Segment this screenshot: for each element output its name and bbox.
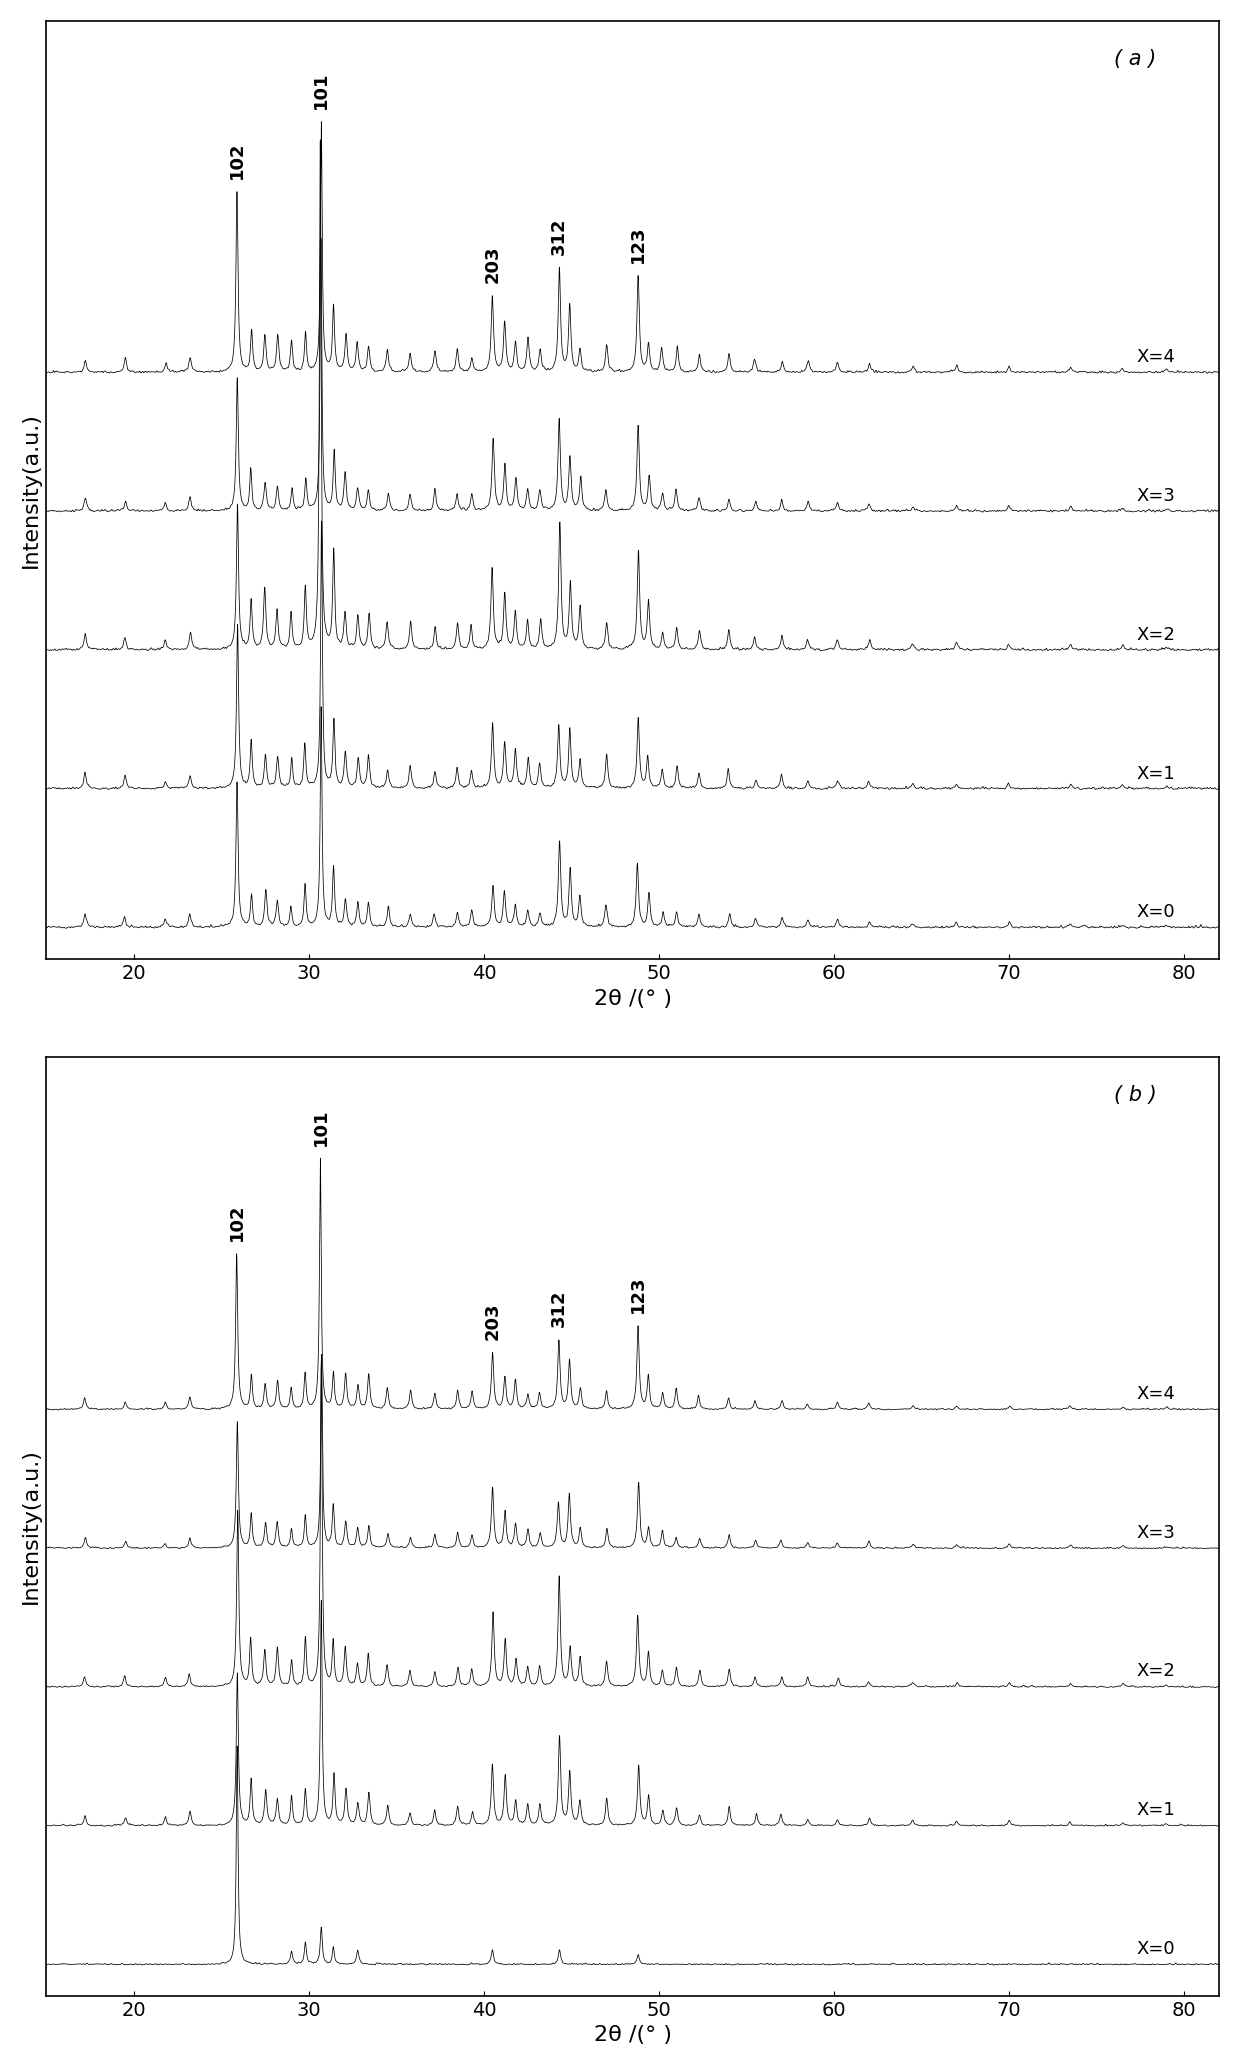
- Text: X=4: X=4: [1137, 1384, 1176, 1403]
- Text: 123: 123: [629, 1275, 647, 1314]
- Text: X=1: X=1: [1137, 1802, 1176, 1820]
- Text: X=0: X=0: [1137, 1940, 1176, 1959]
- Text: 101: 101: [312, 1107, 330, 1147]
- Text: ( b ): ( b ): [1114, 1085, 1157, 1105]
- Text: 312: 312: [551, 1289, 568, 1326]
- Text: 102: 102: [228, 143, 247, 180]
- Text: 101: 101: [312, 72, 330, 109]
- X-axis label: 2θ /(° ): 2θ /(° ): [594, 2025, 672, 2045]
- Text: 203: 203: [484, 1302, 502, 1341]
- Text: 203: 203: [484, 246, 502, 283]
- Text: X=3: X=3: [1137, 1523, 1176, 1541]
- Text: 102: 102: [228, 1204, 247, 1242]
- Text: X=2: X=2: [1137, 626, 1176, 645]
- Text: 312: 312: [551, 219, 568, 258]
- Y-axis label: Intensity(a.u.): Intensity(a.u.): [21, 411, 41, 568]
- Text: 123: 123: [629, 225, 647, 262]
- Text: X=1: X=1: [1137, 764, 1176, 783]
- Text: X=4: X=4: [1137, 349, 1176, 366]
- Y-axis label: Intensity(a.u.): Intensity(a.u.): [21, 1448, 41, 1605]
- Text: X=3: X=3: [1137, 488, 1176, 506]
- Text: ( a ): ( a ): [1114, 50, 1156, 68]
- Text: X=0: X=0: [1137, 903, 1176, 921]
- Text: X=2: X=2: [1137, 1663, 1176, 1680]
- X-axis label: 2θ /(° ): 2θ /(° ): [594, 990, 672, 1008]
